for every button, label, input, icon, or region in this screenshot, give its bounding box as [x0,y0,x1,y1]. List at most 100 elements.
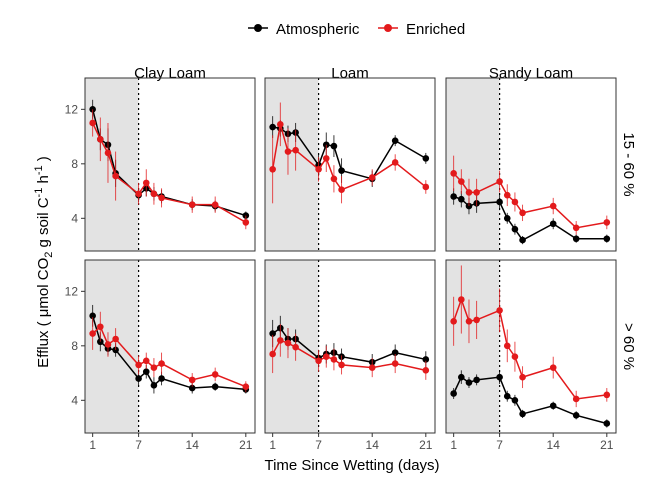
enriched-point [277,121,284,128]
atmospheric-point [391,349,399,356]
y-tick-label: 4 [71,393,78,407]
enriched-point [112,335,119,343]
atmospheric-point [496,373,503,381]
enriched-point [104,341,112,348]
enriched-point [322,155,330,162]
enriched-point [330,175,338,183]
atmospheric-point [603,420,611,427]
x-tick-label: 21 [239,438,253,452]
enriched-point [142,179,150,187]
enriched-point [150,364,158,371]
legend-item-atmospheric: Atmospheric [248,21,360,38]
enriched-point [330,356,338,363]
enriched-point [292,343,299,351]
legend-label-atmospheric: Atmospheric [276,21,360,38]
enriched-point [458,296,465,303]
atmospheric-point [422,155,430,162]
x-tick-label: 7 [135,438,142,452]
enriched-point [458,178,465,185]
enriched-point [150,190,158,198]
x-tick-label: 21 [419,438,433,452]
panel-sandy-loam-top [445,77,617,252]
enriched-point [322,353,330,361]
atmospheric-point [142,368,150,376]
legend-marker-atmospheric [254,24,262,32]
atmospheric-point [97,338,104,346]
legend: Atmospheric Enriched [248,21,465,38]
panel-loam-top [264,77,436,252]
atmospheric-point [549,220,557,228]
enriched-point [211,201,219,208]
enriched-point [519,209,526,217]
atmospheric-point [572,235,580,243]
atmospheric-point [330,142,338,150]
enriched-point [422,367,430,374]
y-tick-label: 8 [71,339,78,353]
atmospheric-point [503,215,511,222]
legend-item-enriched: Enriched [378,21,465,38]
enriched-point [465,317,473,325]
atmospheric-point [89,312,96,320]
enriched-point [97,323,104,331]
enriched-point [603,391,611,399]
atmospheric-point [450,390,457,397]
legend-label-enriched: Enriched [406,21,465,38]
atmospheric-point [511,397,519,404]
atmospheric-point [603,235,611,243]
enriched-point [135,190,142,198]
atmospheric-point [473,376,480,384]
facet-panels: Clay Loam Loam Sandy Loam 15 - 60 % > 60 % 4 8… [65,65,637,452]
atmospheric-point [269,123,276,131]
atmospheric-point [135,375,142,382]
enriched-point [135,361,142,369]
panel-border [84,259,256,434]
enriched-point [511,353,519,361]
enriched-point [338,186,345,194]
enriched-point [603,219,611,226]
atmospheric-point [422,356,430,363]
panel-sandy-loam-bottom: 1 7 14 21 [445,259,617,452]
atmospheric-point [458,373,465,381]
atmospheric-point [188,384,196,392]
enriched-point [89,330,96,337]
facet-column-label-sandy-loam: Sandy Loam [489,65,573,82]
facet-row-label-top: 15 - 60 % [620,132,637,196]
enriched-point [519,373,526,381]
enriched-point [503,342,511,350]
atmospheric-point [450,193,457,200]
x-tick-label: 7 [315,438,322,452]
atmospheric-point [391,137,399,144]
y-tick-label: 12 [65,102,79,116]
enriched-point [211,371,219,378]
facet-column-label-loam: Loam [331,65,369,82]
atmospheric-point [511,225,519,233]
x-axis-title: Time Since Wetting (days) [264,457,439,474]
panel-clay-loam-top: 4 8 12 [65,77,256,252]
enriched-point [368,174,376,181]
y-tick-label: 8 [71,157,78,171]
y-axis-title: Efflux ( μmol CO2 g soil C-1 h-1 ) [33,156,55,368]
panel-clay-loam-bottom: 4 8 12 1 7 14 21 [65,259,256,452]
enriched-point [315,165,322,173]
enriched-point [292,146,299,154]
x-tick-label: 7 [496,438,503,452]
atmospheric-point [572,411,580,419]
enriched-point [188,201,196,208]
enriched-point [338,361,345,369]
enriched-point [496,178,503,185]
enriched-point [473,316,480,324]
enriched-point [450,170,457,177]
legend-marker-enriched [384,24,392,32]
atmospheric-point [211,383,219,390]
atmospheric-point [503,392,511,400]
enriched-point [511,198,519,206]
enriched-point [368,364,376,371]
enriched-point [284,148,292,155]
enriched-point [450,317,457,325]
enriched-point [572,224,580,232]
enriched-point [142,357,150,365]
enriched-point [503,191,511,199]
x-tick-label: 1 [450,438,457,452]
enriched-point [112,172,119,180]
